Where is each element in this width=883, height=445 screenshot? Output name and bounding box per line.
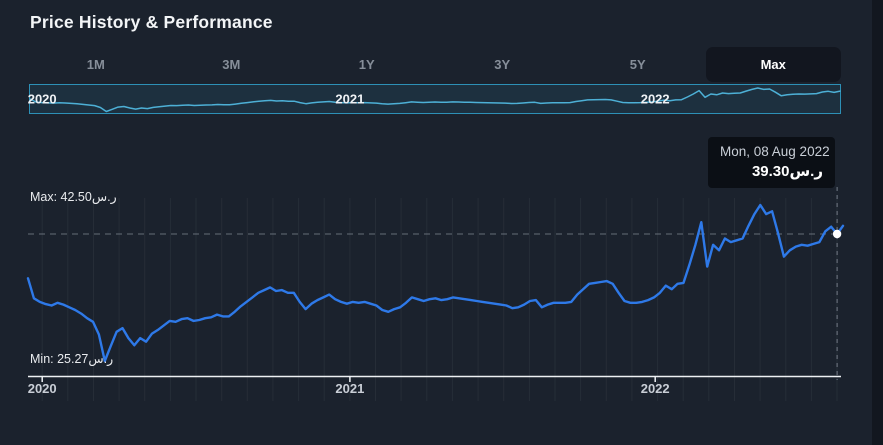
minimap-series xyxy=(29,87,841,113)
tooltip-price: 39.30ر.س xyxy=(751,163,823,180)
page-edge-strip xyxy=(872,0,883,445)
range-tab-5y[interactable]: 5Y xyxy=(629,57,646,72)
range-tab-1m[interactable]: 1M xyxy=(86,57,105,72)
range-tab-3m[interactable]: 3M xyxy=(222,57,241,72)
max-price-annotation: Max: 42.50ر.س xyxy=(30,190,117,204)
range-tab-1y[interactable]: 1Y xyxy=(358,57,375,72)
page-title: Price History & Performance xyxy=(30,12,273,32)
x-axis-ticks xyxy=(41,377,656,382)
hover-tooltip: Mon, 08 Aug 2022 39.30ر.س xyxy=(708,137,835,188)
month-gridlines xyxy=(41,198,838,401)
range-tab-3y[interactable]: 3Y xyxy=(494,57,511,72)
tooltip-date: Mon, 08 Aug 2022 xyxy=(720,144,830,159)
range-selector-minimap[interactable] xyxy=(29,84,841,114)
range-tab-max[interactable]: Max xyxy=(705,47,841,82)
price-line-series xyxy=(26,203,845,363)
min-price-annotation: Min: 25.27ر.س xyxy=(30,352,114,366)
range-tabs: 1M 3M 1Y 3Y 5Y Max xyxy=(28,47,841,82)
main-chart-plot-area[interactable] xyxy=(28,195,843,377)
last-point-dot xyxy=(832,229,842,239)
